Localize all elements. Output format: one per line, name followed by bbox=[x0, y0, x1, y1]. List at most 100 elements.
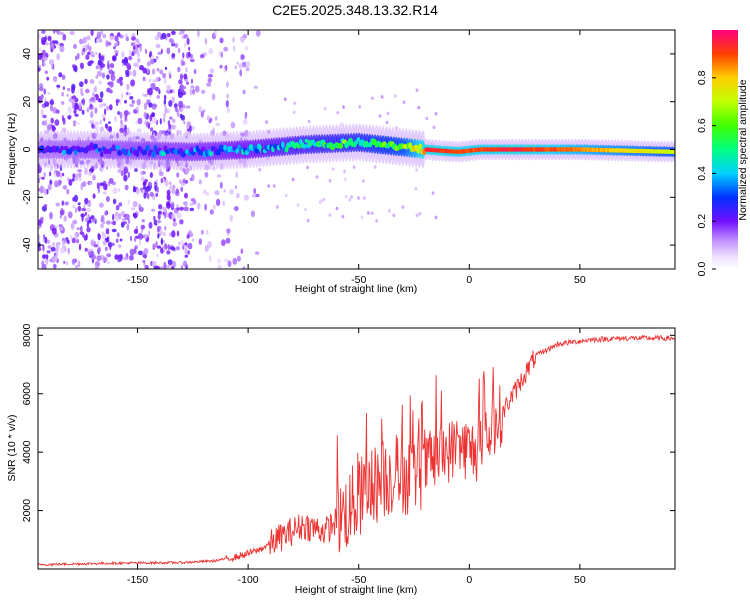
noise-speckle bbox=[55, 202, 60, 207]
noise-speckle bbox=[127, 171, 130, 178]
noise-speckle bbox=[226, 106, 230, 113]
noise-speckle bbox=[133, 109, 138, 114]
noise-speckle bbox=[168, 123, 172, 130]
noise-speckle bbox=[148, 102, 153, 108]
noise-speckle bbox=[106, 261, 111, 265]
noise-speckle bbox=[386, 111, 390, 116]
noise-speckle bbox=[335, 206, 339, 211]
noise-speckle bbox=[66, 189, 70, 195]
noise-speckle bbox=[74, 113, 79, 117]
noise-speckle bbox=[49, 171, 52, 177]
noise-speckle bbox=[124, 100, 127, 104]
noise-speckle bbox=[49, 59, 55, 66]
noise-speckle bbox=[140, 176, 145, 183]
noise-speckle bbox=[78, 172, 82, 178]
noise-speckle bbox=[178, 31, 183, 35]
noise-speckle bbox=[67, 247, 70, 255]
noise-speckle bbox=[171, 230, 176, 238]
noise-speckle bbox=[123, 174, 128, 182]
noise-speckle bbox=[164, 66, 168, 70]
noise-speckle bbox=[105, 40, 109, 48]
noise-speckle bbox=[90, 30, 94, 36]
noise-speckle bbox=[170, 246, 176, 251]
noise-speckle bbox=[179, 219, 184, 225]
noise-speckle bbox=[178, 100, 184, 108]
snr-frame bbox=[37, 327, 676, 570]
noise-speckle bbox=[67, 211, 73, 219]
noise-speckle bbox=[87, 220, 92, 224]
noise-speckle bbox=[371, 96, 374, 101]
noise-speckle bbox=[149, 114, 153, 122]
noise-speckle bbox=[164, 107, 168, 114]
noise-speckle bbox=[130, 42, 136, 47]
noise-speckle bbox=[226, 228, 231, 234]
noise-speckle bbox=[250, 210, 255, 218]
noise-speckle bbox=[52, 30, 56, 34]
noise-speckle bbox=[151, 103, 157, 110]
noise-speckle bbox=[71, 237, 76, 244]
noise-speckle bbox=[90, 239, 95, 247]
noise-speckle bbox=[217, 258, 221, 264]
noise-speckle bbox=[187, 250, 190, 255]
spectrogram-y-axis: -40 -20 0 20 40 bbox=[21, 48, 675, 253]
noise-speckle bbox=[232, 257, 238, 265]
noise-speckle bbox=[129, 248, 135, 256]
noise-speckle bbox=[98, 80, 103, 85]
noise-speckle bbox=[171, 53, 176, 58]
noise-speckle bbox=[157, 233, 160, 239]
noise-speckle bbox=[163, 231, 166, 237]
noise-speckle bbox=[198, 105, 203, 113]
noise-speckle bbox=[208, 47, 214, 55]
noise-speckle bbox=[434, 111, 438, 116]
noise-speckle bbox=[143, 102, 148, 110]
y-tick-label: -20 bbox=[21, 190, 33, 205]
noise-speckle bbox=[58, 226, 64, 231]
noise-speckle bbox=[42, 244, 45, 252]
noise-speckle bbox=[131, 99, 135, 104]
noise-speckle bbox=[358, 105, 362, 109]
noise-speckle bbox=[219, 64, 223, 69]
noise-speckle bbox=[236, 61, 239, 65]
noise-speckle bbox=[61, 172, 65, 177]
noise-speckle bbox=[62, 185, 68, 190]
noise-speckle bbox=[43, 234, 46, 240]
noise-speckle bbox=[155, 77, 159, 82]
noise-speckle bbox=[81, 214, 84, 222]
noise-speckle bbox=[206, 115, 210, 121]
noise-speckle bbox=[153, 215, 156, 221]
noise-speckle bbox=[180, 107, 184, 112]
noise-speckle bbox=[50, 247, 56, 252]
y-tick-label: 40 bbox=[21, 48, 33, 60]
noise-speckle bbox=[151, 116, 157, 125]
noise-speckle bbox=[177, 47, 181, 54]
noise-speckle bbox=[102, 240, 107, 246]
noise-speckle bbox=[200, 229, 204, 235]
noise-speckle bbox=[387, 208, 391, 213]
noise-speckle bbox=[132, 69, 137, 77]
noise-speckle bbox=[84, 211, 87, 216]
noise-speckle bbox=[166, 84, 171, 92]
noise-speckle bbox=[118, 244, 122, 248]
noise-speckle bbox=[61, 127, 67, 133]
noise-speckle bbox=[115, 238, 119, 243]
noise-speckle bbox=[95, 51, 98, 56]
noise-speckle bbox=[141, 219, 145, 223]
noise-speckle bbox=[149, 51, 153, 57]
noise-speckle bbox=[72, 197, 75, 202]
noise-speckle bbox=[166, 250, 171, 255]
noise-speckle bbox=[150, 127, 154, 132]
noise-speckle bbox=[236, 192, 240, 199]
noise-speckle bbox=[46, 250, 51, 254]
noise-speckle bbox=[74, 173, 79, 181]
noise-speckle bbox=[230, 121, 236, 129]
noise-speckle bbox=[88, 171, 92, 176]
noise-speckle bbox=[99, 202, 104, 208]
noise-speckle bbox=[54, 254, 58, 262]
noise-speckle bbox=[82, 47, 86, 52]
ridge-blob bbox=[356, 137, 361, 142]
noise-speckle bbox=[151, 68, 156, 75]
noise-speckle bbox=[236, 255, 241, 262]
noise-speckle bbox=[39, 47, 42, 51]
noise-speckle bbox=[97, 246, 101, 253]
noise-speckle bbox=[216, 174, 222, 178]
